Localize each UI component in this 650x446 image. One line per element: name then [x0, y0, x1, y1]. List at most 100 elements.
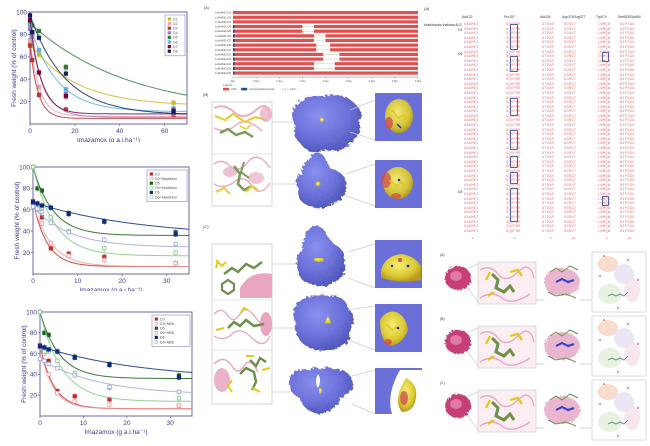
gene-structure-chart: (A)LcAHAS1-D1LcAHAS1-D2LcAHAS1-D3LcAHAS1… — [204, 6, 422, 91]
sequence-alignment: (A) Ala122 Pro197 Ala205 Asp376/Arg377 T… — [424, 6, 648, 246]
data-point — [102, 257, 107, 263]
data-point — [55, 391, 60, 396]
legend-marker — [154, 321, 158, 326]
data-point — [36, 47, 42, 53]
legend-box — [146, 169, 188, 202]
cds-bar — [313, 24, 418, 29]
gene-row-label: LcAHAS2-D2 — [215, 52, 231, 56]
data-point — [107, 384, 112, 389]
y-axis-label: Fresh weight (% of control) — [21, 325, 28, 403]
data-point — [173, 261, 178, 266]
legend-marker — [149, 172, 153, 176]
alignment-column: GQVPRR GQVPRR GQVPRR GQVPRR GQVPRR GQVPR… — [506, 23, 521, 234]
alignment-column: GTDAF GTDAF GTDAF GTDAF GTDAF GTDAF GTDA… — [542, 23, 555, 234]
docking-panel-label: (B) — [440, 317, 445, 321]
gene-row-label: LcAHAS1-D5 — [215, 29, 231, 33]
data-point — [72, 399, 77, 404]
fit-curve-d2 — [29, 39, 187, 117]
conserved-site-marker: * — [606, 236, 608, 241]
legend-marker — [167, 26, 171, 30]
cds-bar — [233, 34, 314, 38]
x-tick-label: 30 — [163, 278, 171, 285]
legend-marker — [223, 87, 229, 91]
pharmacophore-feature — [598, 320, 618, 336]
ligand-skeleton — [607, 419, 629, 425]
fit-curve-d3 — [29, 45, 187, 119]
legend-label: D3+NBD — [160, 322, 175, 326]
legend-label: D5 — [173, 36, 178, 40]
pharmacophore-feature — [598, 412, 622, 432]
group-label-d3: D3 — [458, 28, 463, 32]
x-tick-label: 1.5kp — [299, 79, 306, 83]
data-point — [63, 93, 68, 99]
legend-label: D5+Malathion — [155, 186, 177, 190]
upstream-segment — [233, 38, 235, 43]
y-tick-label: 40 — [20, 77, 28, 84]
data-point — [66, 211, 71, 217]
protein-structure-panels: (B) — [203, 92, 422, 415]
legend-marker — [167, 31, 171, 35]
legend-label: D3 — [155, 172, 160, 176]
data-point — [46, 347, 51, 352]
binding-site-detail-c — [211, 243, 273, 405]
legend-marker — [149, 181, 153, 185]
feature-point — [599, 275, 601, 277]
cds-bar — [233, 15, 418, 19]
cds-bar — [325, 38, 418, 43]
docking-row: (B) — [440, 315, 647, 377]
x-tick-label: 40 — [116, 128, 124, 135]
legend-label: D3+Malathion — [155, 177, 177, 181]
protein-ribbon-highlight — [450, 335, 462, 345]
data-point — [30, 164, 36, 170]
feature-point — [617, 307, 619, 309]
feature-point — [603, 319, 605, 321]
conserved-site-marker: * — [472, 236, 474, 241]
y-axis-label: Fresh weight (% of control) — [11, 29, 18, 107]
legend-label: D5+NBD — [160, 331, 175, 335]
data-point — [37, 344, 43, 349]
data-point — [66, 253, 71, 258]
connector-line — [467, 263, 479, 269]
legend-marker — [154, 331, 158, 335]
y-tick-label: 60 — [20, 54, 28, 61]
y-tick-label: 80 — [23, 186, 31, 193]
upstream-segment — [233, 43, 235, 47]
pocket-surface — [544, 332, 580, 360]
alignment-column: LWMQW LWMQW LWMQW LWMQW LWMQW LWMQW LWMQ… — [598, 23, 611, 234]
ligand — [555, 341, 575, 348]
alignment-column-header: Trp574 — [596, 15, 607, 19]
data-point — [37, 309, 43, 315]
fit-curve-d6 — [39, 345, 193, 373]
protein-surface-b1 — [292, 95, 362, 152]
legend-marker — [167, 40, 171, 44]
data-point — [48, 215, 53, 220]
upstream-segment — [233, 52, 235, 57]
gene-row-label: LcAHAS2-D5 — [215, 66, 231, 70]
gene-row-label: LcAHAS1-D3 — [215, 20, 231, 24]
cds-bar — [330, 48, 418, 52]
feature-point — [603, 255, 605, 257]
data-point — [176, 396, 182, 401]
legend-label: D4 — [173, 31, 178, 35]
y-tick-label: 80 — [20, 32, 28, 39]
mutation-highlight-box — [510, 24, 518, 50]
x-tick-label: 2.5kp — [345, 79, 352, 83]
legend-marker — [154, 326, 158, 330]
legend-marker — [241, 87, 248, 91]
protein-ribbon-highlight — [450, 399, 462, 409]
data-point — [102, 219, 107, 224]
upstream-segment — [233, 34, 235, 38]
data-point — [46, 361, 51, 367]
legend-marker — [167, 21, 171, 26]
x-tick-label: 3.0kp — [369, 79, 376, 83]
data-point — [173, 241, 178, 247]
ligand — [490, 336, 516, 358]
data-point — [27, 13, 33, 18]
protein-surface-b2 — [295, 152, 347, 209]
legend-label: upstream/downstream — [249, 87, 275, 91]
y-tick-label: 60 — [23, 207, 31, 214]
alignment-column: NIPSGG NIPSGG NIPSGG NIPSGG NIPSGG NIPSG… — [620, 23, 635, 234]
data-point — [35, 206, 40, 211]
data-point — [171, 100, 176, 105]
ligand-skeleton — [607, 355, 629, 361]
